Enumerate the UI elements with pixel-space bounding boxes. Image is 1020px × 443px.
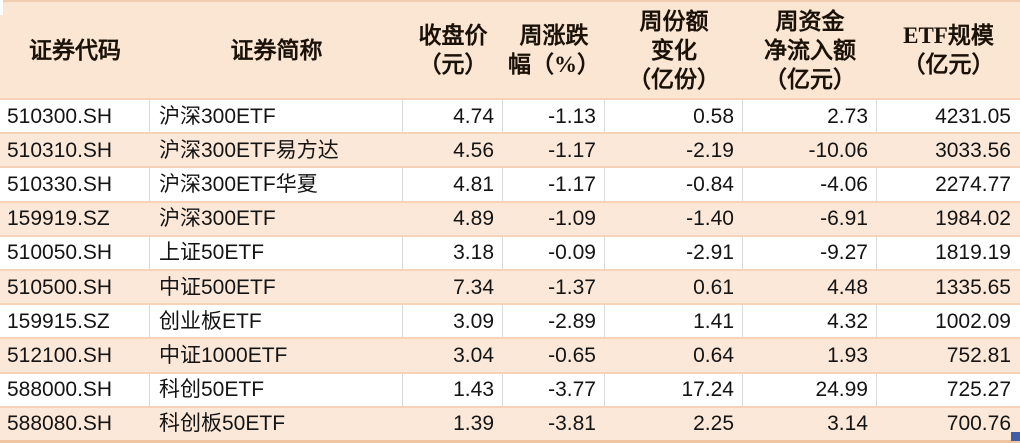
cell-net_inflow: 4.32 xyxy=(743,305,877,338)
cell-weekly_change_pct: -1.37 xyxy=(548,275,596,299)
cell-close: 3.09 xyxy=(403,305,503,338)
cell-name: 沪深300ETF易方达 xyxy=(159,138,339,162)
table-row: 510300.SH 沪深300ETF 4.74 -1.13 0.58 2.73 4231.0… xyxy=(0,98,1020,133)
column-header-close: 收盘价 （元） xyxy=(418,23,488,77)
cell-weekly_change_pct: -2.89 xyxy=(503,305,605,338)
cell-close: 3.18 xyxy=(403,236,503,270)
cell-net_inflow: -4.06 xyxy=(743,168,877,201)
column-header-etf_scale: ETF规模 （亿元） xyxy=(902,23,995,77)
cell-name: 科创板50ETF xyxy=(159,412,286,436)
cell-etf_scale: 4231.05 xyxy=(935,104,1011,128)
cell-close: 4.81 xyxy=(403,168,503,201)
table-row: 588080.SH 科创板50ETF 1.39 -3.81 2.25 3.14 700.76 xyxy=(0,405,1020,443)
cell-share_change: 1.41 xyxy=(605,305,743,338)
cell-net_inflow: -6.91 xyxy=(820,207,868,231)
cell-etf_scale: 2274.77 xyxy=(935,173,1011,196)
cell-code: 510310.SH xyxy=(7,138,113,162)
cell-code: 159915.SZ xyxy=(0,305,150,338)
cell-name: 沪深300ETF xyxy=(150,100,403,133)
cell-code: 588000.SH xyxy=(0,373,150,406)
cell-share_change: 0.64 xyxy=(693,344,734,368)
cell-code: 510300.SH xyxy=(0,100,150,133)
cell-name: 沪深300ETF华夏 xyxy=(150,168,403,201)
cell-net_inflow: 24.99 xyxy=(743,373,877,406)
cell-weekly_change_pct: -1.09 xyxy=(548,207,596,231)
cell-close: 1.39 xyxy=(453,412,494,436)
cell-share_change: 17.24 xyxy=(605,373,743,406)
table-header-row: 证券代码 证券简称 收盘价 （元） 周涨跌 幅（%） 周份额 变化 （亿份） 周资金 净流… xyxy=(0,0,1020,98)
cell-net_inflow: 1.93 xyxy=(827,344,868,368)
cell-close: 4.89 xyxy=(453,207,494,231)
cell-etf_scale: 700.76 xyxy=(946,412,1011,436)
cell-code: 510050.SH xyxy=(0,236,150,270)
cell-weekly_change_pct: -3.81 xyxy=(548,412,596,436)
cell-net_inflow: -10.06 xyxy=(808,138,868,162)
cell-share_change: 2.25 xyxy=(693,412,734,436)
cell-name: 中证1000ETF xyxy=(159,344,288,368)
cell-code: 510330.SH xyxy=(0,168,150,201)
table-row: 510500.SH 中证500ETF 7.34 -1.37 0.61 4.48 1335.6… xyxy=(0,269,1020,304)
cell-share_change: -2.19 xyxy=(686,138,734,162)
cell-close: 4.56 xyxy=(453,138,494,162)
cell-weekly_change_pct: -0.65 xyxy=(548,344,596,368)
cell-weekly_change_pct: -1.13 xyxy=(503,100,605,133)
cell-net_inflow: 4.48 xyxy=(827,275,868,299)
cell-share_change: 0.61 xyxy=(693,275,734,299)
cell-share_change: -2.91 xyxy=(605,236,743,270)
table-row: 510310.SH 沪深300ETF易方达 4.56 -1.17 -2.19 -10.06… xyxy=(0,132,1020,167)
column-header-share_change: 周份额 变化 （亿份） xyxy=(628,8,720,92)
column-header-net_inflow: 周资金 净流入额 （亿元） xyxy=(764,8,856,92)
column-header-code: 证券代码 xyxy=(29,37,121,63)
cell-share_change: 0.58 xyxy=(605,100,743,133)
column-header-weekly_change_pct: 周涨跌 幅（%） xyxy=(508,23,600,77)
table-row: 510330.SH 沪深300ETF华夏 4.81 -1.17 -0.84 -4.06 22… xyxy=(0,166,1020,201)
cell-net_inflow: -9.27 xyxy=(743,236,877,270)
cell-share_change: -0.84 xyxy=(605,168,743,201)
cell-weekly_change_pct: -3.77 xyxy=(503,373,605,406)
cell-net_inflow: 3.14 xyxy=(827,412,868,436)
cell-name: 上证50ETF xyxy=(150,236,403,270)
table-row: 159919.SZ 沪深300ETF 4.89 -1.09 -1.40 -6.91 1984… xyxy=(0,200,1020,235)
table-body: 510300.SH 沪深300ETF 4.74 -1.13 0.58 2.73 4231.0… xyxy=(0,98,1020,443)
cell-etf_scale: 1819.19 xyxy=(935,241,1011,265)
cell-etf_scale: 725.27 xyxy=(946,378,1011,402)
cell-name: 中证500ETF xyxy=(159,275,276,299)
cell-name: 科创50ETF xyxy=(150,373,403,406)
cell-weekly_change_pct: -1.17 xyxy=(548,138,596,162)
cell-code: 512100.SH xyxy=(7,344,113,368)
cell-close: 3.04 xyxy=(453,344,494,368)
cell-weekly_change_pct: -1.17 xyxy=(503,168,605,201)
cell-code: 510500.SH xyxy=(7,275,113,299)
cell-weekly_change_pct: -0.09 xyxy=(503,236,605,270)
table-row: 512100.SH 中证1000ETF 3.04 -0.65 0.64 1.93 752.8… xyxy=(0,337,1020,372)
cell-name: 沪深300ETF xyxy=(159,207,276,231)
selection-handle-icon xyxy=(1011,432,1020,441)
column-header-name: 证券简称 xyxy=(230,37,323,63)
cell-net_inflow: 2.73 xyxy=(743,100,877,133)
table-row: 159915.SZ 创业板ETF 3.09 -2.89 1.41 4.32 1002.09 xyxy=(0,303,1020,338)
cell-code: 159919.SZ xyxy=(7,207,110,231)
cell-close: 4.74 xyxy=(403,100,503,133)
cell-etf_scale: 3033.56 xyxy=(935,138,1011,162)
cell-etf_scale: 1002.09 xyxy=(935,309,1011,333)
table-row: 510050.SH 上证50ETF 3.18 -0.09 -2.91 -9.27 1819.… xyxy=(0,234,1020,270)
screenshot-corner-notch xyxy=(0,0,3,15)
cell-code: 588080.SH xyxy=(7,412,113,436)
cell-close: 1.43 xyxy=(403,373,503,406)
table-row: 588000.SH 科创50ETF 1.43 -3.77 17.24 24.99 725.2… xyxy=(0,371,1020,406)
cell-etf_scale: 752.81 xyxy=(946,344,1011,368)
cell-etf_scale: 1984.02 xyxy=(935,207,1011,231)
cell-share_change: -1.40 xyxy=(686,207,734,231)
cell-close: 7.34 xyxy=(453,275,494,299)
cell-name: 创业板ETF xyxy=(150,305,403,338)
cell-etf_scale: 1335.65 xyxy=(935,275,1011,299)
